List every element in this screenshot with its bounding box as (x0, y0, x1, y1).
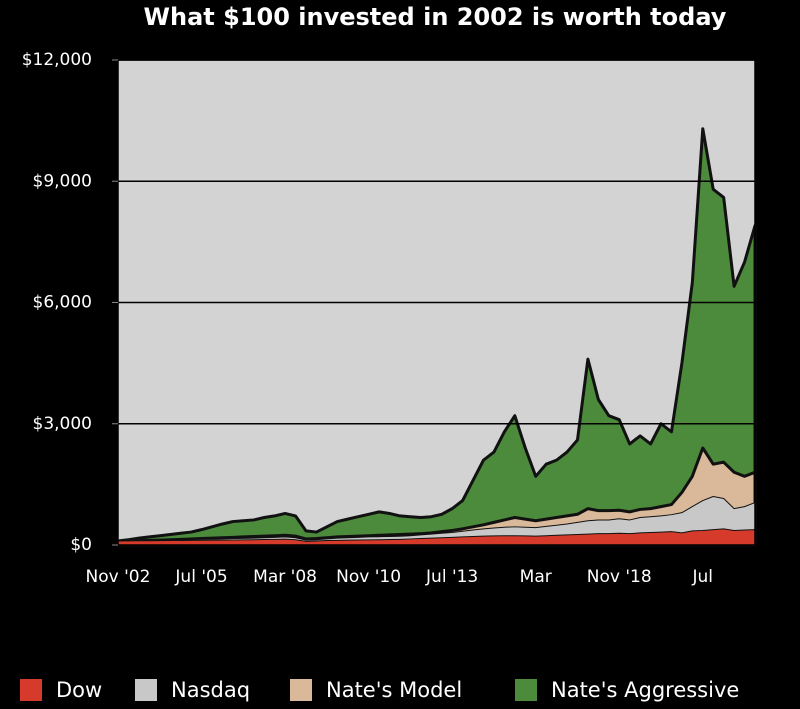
legend-swatch (20, 679, 42, 701)
x-tick-label: Jul (692, 567, 714, 587)
x-tick-label: Nov '02 (86, 567, 151, 587)
y-tick-label: $12,000 (22, 50, 92, 70)
legend-swatch (290, 679, 312, 701)
area (116, 127, 757, 547)
x-tick-label: Nov '18 (587, 567, 652, 587)
y-tick-label: $6,000 (33, 293, 92, 313)
area (117, 528, 756, 546)
y-tick-label: $3,000 (33, 414, 92, 434)
x-tick-label: Nov '10 (336, 567, 401, 587)
x-tick-label: Mar '08 (253, 567, 317, 587)
chart-title: What $100 invested in 2002 is worth toda… (144, 3, 727, 31)
legend-label: Nasdaq (171, 678, 250, 702)
legend-swatch (135, 679, 157, 701)
legend-swatch (515, 679, 537, 701)
x-tick-label: Jul '05 (174, 567, 227, 587)
y-tick-label: $0 (70, 535, 92, 555)
area (117, 496, 756, 546)
legend-label: Dow (56, 678, 102, 702)
legend-label: Nate's Aggressive (551, 678, 739, 702)
x-tick-label: Jul '13 (425, 567, 478, 587)
x-tick-label: Mar (520, 567, 552, 587)
legend-label: Nate's Model (326, 678, 462, 702)
y-tick-label: $9,000 (33, 171, 92, 191)
